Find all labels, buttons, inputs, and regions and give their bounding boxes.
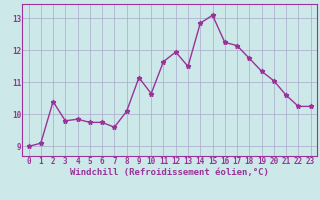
X-axis label: Windchill (Refroidissement éolien,°C): Windchill (Refroidissement éolien,°C) <box>70 168 269 177</box>
